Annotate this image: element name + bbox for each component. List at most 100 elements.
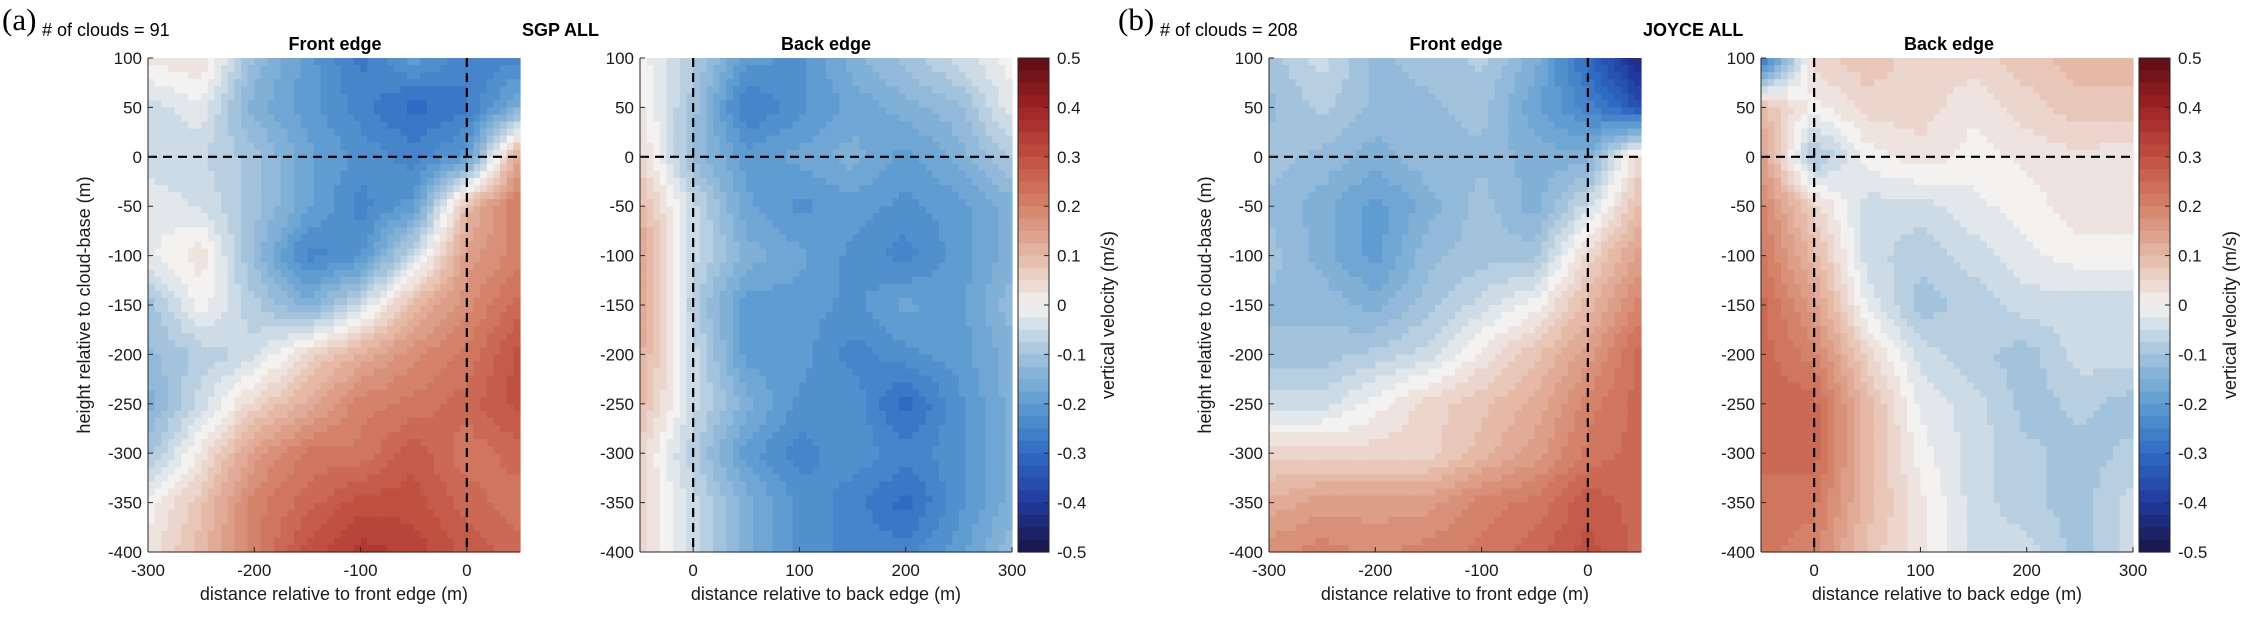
heatmap-cell <box>493 86 501 94</box>
heatmap-cell <box>360 107 368 116</box>
heatmap-cell <box>241 432 249 440</box>
heatmap-cell <box>480 128 488 137</box>
heatmap-cell <box>972 107 980 116</box>
heatmap-cell <box>500 361 508 370</box>
heatmap-cell <box>673 142 681 151</box>
y-tick-label: -150 <box>108 296 142 315</box>
heatmap-cell <box>978 128 987 137</box>
heatmap-cell <box>201 149 209 158</box>
heatmap-cell <box>998 156 1006 165</box>
heatmap-cell <box>859 86 867 94</box>
heatmap-cell <box>148 312 156 320</box>
heatmap-cell <box>832 142 840 151</box>
heatmap-cell <box>427 107 435 116</box>
heatmap-cell <box>274 333 282 341</box>
heatmap-cell <box>287 354 295 363</box>
heatmap-cell <box>480 361 488 370</box>
heatmap-cell <box>294 234 302 243</box>
heatmap-cell <box>466 453 475 461</box>
heatmap-cell <box>473 185 481 193</box>
heatmap-cell <box>407 481 415 490</box>
heatmap-cell <box>353 460 362 468</box>
heatmap-cell <box>353 439 362 447</box>
heatmap-cell <box>167 121 176 130</box>
heatmap-cell <box>287 262 295 271</box>
heatmap-cell <box>686 128 694 137</box>
heatmap-cell <box>247 220 255 228</box>
heatmap-cell <box>174 467 182 475</box>
heatmap-cell <box>380 79 388 87</box>
heatmap-cell <box>766 79 774 87</box>
heatmap-cell <box>799 128 807 137</box>
heatmap-cell <box>334 410 342 419</box>
heatmap-cell <box>905 128 913 137</box>
heatmap-cell <box>998 163 1006 172</box>
heatmap-cell <box>307 58 315 66</box>
heatmap-cell <box>673 93 681 101</box>
heatmap-cell <box>300 185 309 193</box>
heatmap-cell <box>387 368 395 377</box>
heatmap-cell <box>234 241 242 250</box>
heatmap-cell <box>832 86 840 94</box>
heatmap-cell <box>214 530 222 539</box>
heatmap-cell <box>174 495 182 504</box>
heatmap-cell <box>393 453 402 461</box>
heatmap-cell <box>752 163 761 172</box>
heatmap-cell <box>407 297 415 306</box>
heatmap-cell <box>161 396 169 405</box>
heatmap-cell <box>826 58 834 66</box>
heatmap-cell <box>307 276 315 285</box>
heatmap-cell <box>473 248 481 257</box>
heatmap-cell <box>174 58 182 66</box>
heatmap-cell <box>274 206 282 214</box>
heatmap-cell <box>187 93 196 101</box>
heatmap-cell <box>733 163 741 172</box>
heatmap-cell <box>480 460 488 468</box>
heatmap-cell <box>673 170 681 179</box>
heatmap-cell <box>985 65 993 73</box>
heatmap-cell <box>938 170 947 179</box>
heatmap-cell <box>792 58 801 66</box>
heatmap-cell <box>241 128 249 137</box>
heatmap-cell <box>746 156 754 165</box>
heatmap-cell <box>446 523 455 532</box>
heatmap-cell <box>254 192 262 200</box>
heatmap-cell <box>453 403 461 412</box>
heatmap-cell <box>340 439 348 447</box>
heatmap-cell <box>453 255 461 264</box>
heatmap-cell <box>294 382 302 391</box>
heatmap-cell <box>387 276 395 285</box>
heatmap-cell <box>300 220 309 228</box>
heatmap-cell <box>958 177 967 186</box>
heatmap-cell <box>506 410 514 419</box>
heatmap-cell <box>453 537 461 546</box>
heatmap-cell <box>466 523 475 532</box>
heatmap-cell <box>673 156 681 165</box>
heatmap-cell <box>254 453 262 461</box>
heatmap-cell <box>274 192 282 200</box>
heatmap-cell <box>247 481 255 490</box>
heatmap-cell <box>772 121 781 130</box>
heatmap-cell <box>433 58 441 66</box>
heatmap-cell <box>294 333 302 341</box>
heatmap-cell <box>653 121 661 130</box>
heatmap-cell <box>241 467 249 475</box>
heatmap-cell <box>201 516 209 525</box>
heatmap-cell <box>500 446 508 454</box>
heatmap-cell <box>194 410 202 419</box>
heatmap-cell <box>294 199 302 207</box>
heatmap-cell <box>480 58 488 66</box>
heatmap-cell <box>221 290 229 299</box>
heatmap-cell <box>766 93 774 101</box>
heatmap-cell <box>733 114 741 123</box>
heatmap-cell <box>287 255 295 264</box>
heatmap-cell <box>513 234 521 243</box>
heatmap-cell <box>393 142 402 151</box>
heatmap-cell <box>407 100 415 108</box>
heatmap-cell <box>400 509 408 518</box>
heatmap-cell <box>161 319 169 327</box>
heatmap-cell <box>460 488 468 497</box>
heatmap-cell <box>227 163 235 172</box>
heatmap-cell <box>500 170 508 179</box>
